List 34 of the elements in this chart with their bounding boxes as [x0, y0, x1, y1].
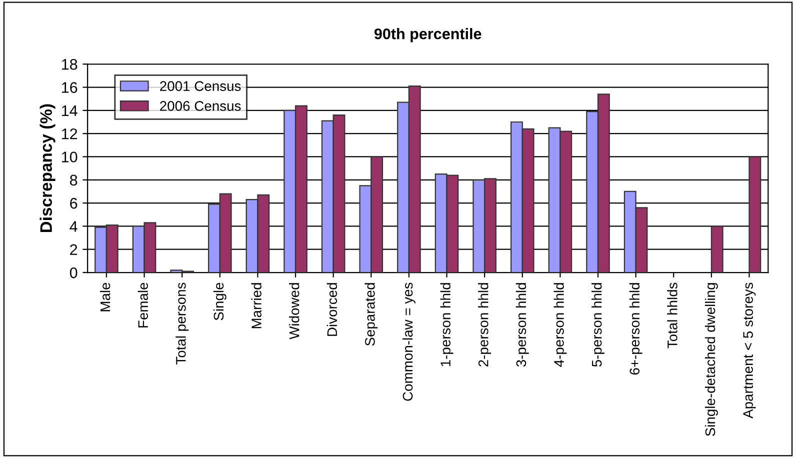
x-tick-label: Divorced — [326, 283, 338, 336]
x-tick-label: Married — [251, 283, 262, 328]
y-tick-label: 4 — [70, 221, 78, 232]
y-tick-label: 0 — [70, 267, 78, 278]
x-tick-label: 6+-person hhld — [629, 283, 642, 375]
x-tick-label: Apartment < 5 storeys — [743, 282, 756, 418]
x-tick-label: 3-person hhld — [516, 283, 529, 367]
x-tick-label: 4-person hhld — [554, 283, 567, 367]
y-axis-title: Discrepancy (%) — [40, 104, 56, 232]
y-tick-label: 2 — [70, 244, 78, 255]
y-tick-label: 14 — [62, 105, 78, 116]
x-tick-label: Separated — [364, 283, 378, 346]
bar — [748, 156, 762, 273]
legend-label: 2006 Census — [160, 101, 241, 111]
y-tick-label: 6 — [70, 198, 78, 209]
x-tick-label: Male — [100, 282, 110, 312]
x-tick-label: 2-person hhld — [478, 283, 492, 366]
bar — [710, 226, 724, 273]
chart-title: 90th percentile — [374, 28, 482, 42]
y-tick-label: 10 — [62, 152, 78, 162]
x-tick-label: 5-person hhld — [592, 283, 604, 367]
legend-label: 2001 Census — [160, 81, 241, 91]
y-tick-label: 12 — [62, 128, 78, 140]
y-tick-label: 16 — [62, 82, 78, 93]
x-tick-label: Single-detached dwelling — [704, 283, 718, 436]
x-tick-label: 1-person hhld — [440, 283, 454, 366]
x-tick-label: Single — [213, 282, 226, 320]
y-tick-label: 18 — [62, 58, 78, 70]
x-tick-label: Total persons — [176, 282, 189, 365]
x-tick-label: Widowed — [289, 283, 300, 340]
y-tick-label: 8 — [70, 174, 78, 186]
x-tick-label: Common-law = yes — [402, 282, 416, 401]
x-tick-label: Female — [138, 282, 148, 328]
x-tick-label: Total hhlds — [667, 282, 678, 348]
